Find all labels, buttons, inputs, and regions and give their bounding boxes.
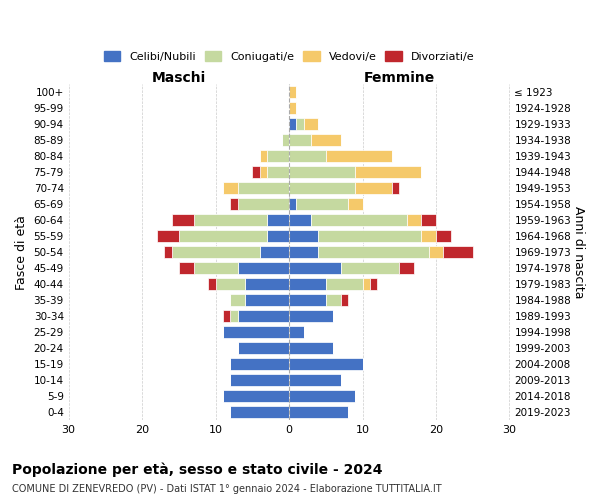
Text: Maschi: Maschi — [152, 72, 206, 86]
Bar — [289, 246, 319, 258]
Bar — [289, 182, 355, 194]
Bar — [208, 278, 215, 290]
Bar — [267, 150, 289, 162]
Bar — [421, 214, 436, 226]
Bar — [289, 294, 326, 306]
Bar — [289, 214, 311, 226]
Text: Popolazione per età, sesso e stato civile - 2024: Popolazione per età, sesso e stato civil… — [12, 462, 383, 477]
Bar — [238, 310, 289, 322]
Bar — [289, 198, 296, 210]
Bar — [289, 342, 333, 354]
Bar — [289, 166, 355, 178]
Bar — [326, 278, 362, 290]
Bar — [428, 246, 443, 258]
Bar — [289, 262, 341, 274]
Bar — [296, 118, 304, 130]
Bar — [194, 214, 267, 226]
Bar — [223, 390, 289, 402]
Text: Femmine: Femmine — [364, 72, 435, 86]
Bar — [260, 246, 289, 258]
Bar — [172, 246, 260, 258]
Bar — [267, 214, 289, 226]
Bar — [164, 246, 172, 258]
Bar — [172, 214, 194, 226]
Bar — [289, 150, 326, 162]
Bar — [311, 214, 407, 226]
Bar — [245, 278, 289, 290]
Bar — [238, 198, 289, 210]
Bar — [289, 310, 333, 322]
Bar — [304, 118, 319, 130]
Bar — [194, 262, 238, 274]
Bar — [392, 182, 399, 194]
Bar — [341, 294, 348, 306]
Bar — [289, 358, 362, 370]
Bar — [289, 102, 296, 115]
Bar — [179, 262, 194, 274]
Bar — [238, 342, 289, 354]
Bar — [267, 230, 289, 242]
Bar — [245, 294, 289, 306]
Bar — [341, 262, 399, 274]
Bar — [230, 358, 289, 370]
Y-axis label: Fasce di età: Fasce di età — [15, 215, 28, 290]
Bar — [289, 230, 319, 242]
Bar — [319, 230, 421, 242]
Bar — [230, 406, 289, 418]
Bar — [289, 406, 348, 418]
Bar — [436, 230, 451, 242]
Bar — [289, 134, 311, 146]
Bar — [289, 374, 341, 386]
Bar — [296, 198, 348, 210]
Bar — [230, 294, 245, 306]
Bar — [260, 166, 267, 178]
Bar — [407, 214, 421, 226]
Bar — [289, 326, 304, 338]
Bar — [421, 230, 436, 242]
Bar — [238, 182, 289, 194]
Bar — [230, 374, 289, 386]
Bar — [223, 182, 238, 194]
Text: COMUNE DI ZENEVREDO (PV) - Dati ISTAT 1° gennaio 2024 - Elaborazione TUTTITALIA.: COMUNE DI ZENEVREDO (PV) - Dati ISTAT 1°… — [12, 484, 442, 494]
Bar — [223, 310, 230, 322]
Bar — [179, 230, 267, 242]
Bar — [311, 134, 341, 146]
Bar — [223, 326, 289, 338]
Bar — [230, 310, 238, 322]
Bar — [289, 390, 355, 402]
Bar — [267, 166, 289, 178]
Bar — [326, 294, 341, 306]
Bar — [260, 150, 267, 162]
Bar — [326, 150, 392, 162]
Bar — [443, 246, 473, 258]
Bar — [157, 230, 179, 242]
Bar — [362, 278, 370, 290]
Bar — [289, 86, 296, 99]
Bar — [355, 182, 392, 194]
Bar — [355, 166, 421, 178]
Bar — [215, 278, 245, 290]
Bar — [238, 262, 289, 274]
Y-axis label: Anni di nascita: Anni di nascita — [572, 206, 585, 298]
Bar — [399, 262, 414, 274]
Bar — [253, 166, 260, 178]
Bar — [282, 134, 289, 146]
Bar — [370, 278, 377, 290]
Bar — [230, 198, 238, 210]
Legend: Celibi/Nubili, Coniugati/e, Vedovi/e, Divorziati/e: Celibi/Nubili, Coniugati/e, Vedovi/e, Di… — [99, 46, 479, 66]
Bar — [348, 198, 362, 210]
Bar — [289, 118, 296, 130]
Bar — [319, 246, 428, 258]
Bar — [289, 278, 326, 290]
